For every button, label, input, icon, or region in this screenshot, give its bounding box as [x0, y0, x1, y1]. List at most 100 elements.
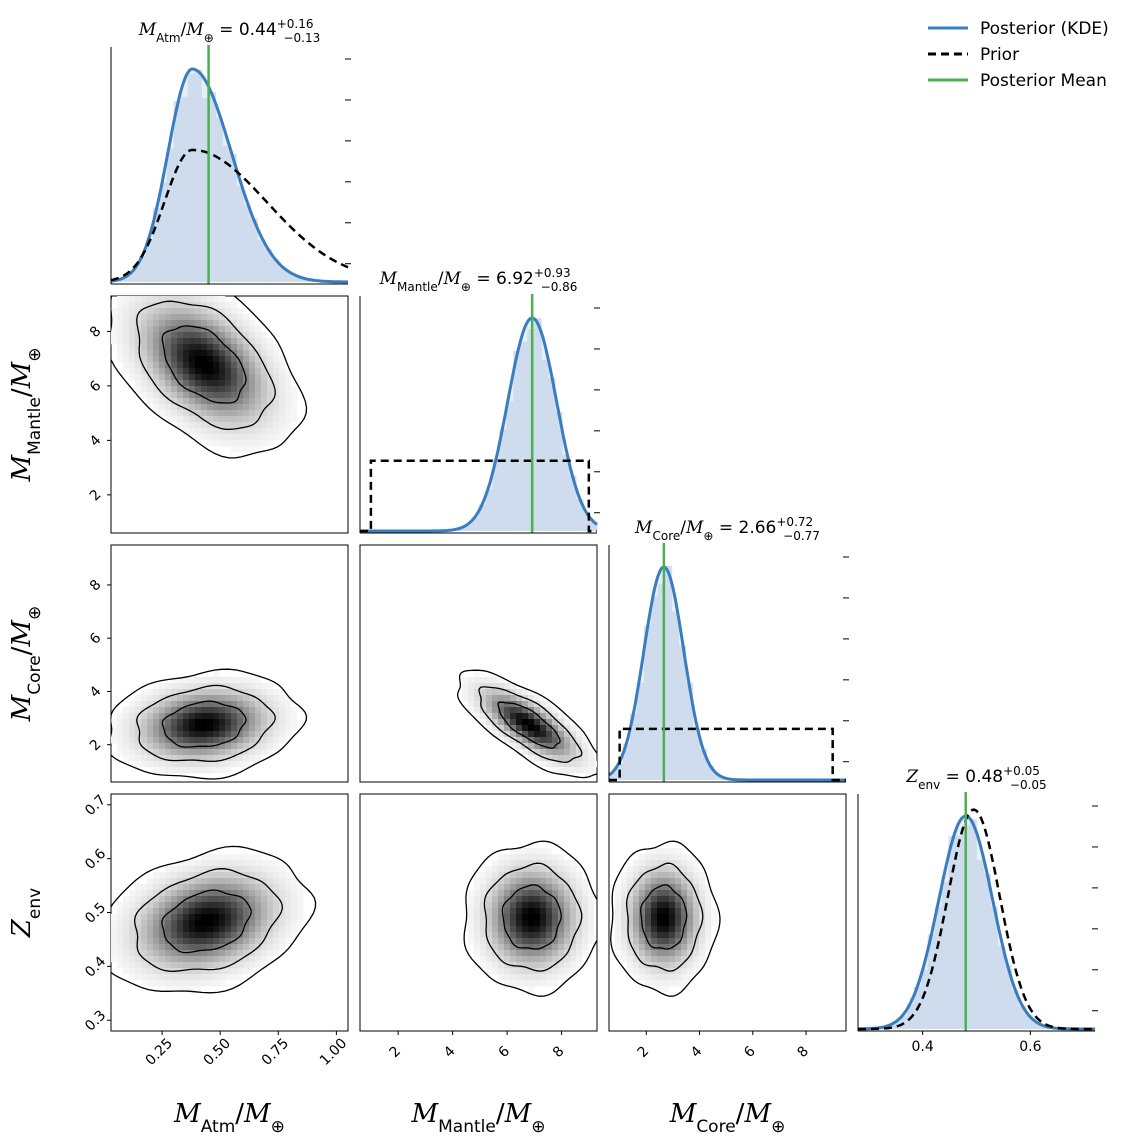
density-cell	[243, 878, 250, 885]
histogram-bar	[692, 727, 701, 780]
density-cell	[165, 755, 172, 762]
y-tick-label: 6	[87, 630, 105, 648]
density-cell	[207, 926, 214, 933]
density-cell	[153, 767, 160, 774]
density-cell	[147, 968, 154, 975]
density-cell	[510, 950, 517, 957]
density-cell	[165, 344, 172, 351]
density-cell	[267, 713, 274, 720]
density-cell	[492, 695, 499, 702]
density-cell	[165, 986, 172, 993]
density-cell	[534, 719, 541, 726]
histogram-bar	[285, 271, 293, 282]
density-cell	[213, 854, 220, 861]
density-cell	[189, 890, 196, 897]
density-cell	[135, 914, 142, 921]
density-cell	[492, 878, 499, 885]
density-cell	[279, 731, 286, 738]
density-cell	[267, 434, 274, 441]
density-cell	[687, 908, 694, 915]
density-cell	[645, 932, 652, 939]
density-cell	[267, 866, 274, 873]
density-cell	[285, 392, 292, 399]
density-cell	[261, 356, 268, 363]
density-cell	[261, 695, 268, 702]
density-cell	[255, 902, 262, 909]
density-cell	[225, 368, 232, 375]
density-cell	[201, 902, 208, 909]
density-cell	[675, 920, 682, 927]
density-cell	[201, 713, 208, 720]
density-cell	[657, 980, 664, 987]
density-cell	[711, 908, 718, 915]
density-cell	[153, 749, 160, 756]
density-cell	[243, 410, 250, 417]
density-cell	[219, 368, 226, 375]
density-cell	[201, 380, 208, 387]
density-cell	[249, 332, 256, 339]
density-cell	[651, 938, 658, 945]
density-cell	[231, 914, 238, 921]
density-cell	[267, 920, 274, 927]
density-cell	[681, 866, 688, 873]
density-cell	[468, 896, 475, 903]
density-cell	[159, 956, 166, 963]
density-cell	[249, 725, 256, 732]
density-cell	[498, 695, 505, 702]
contour-line	[610, 840, 721, 997]
density-cell	[219, 689, 226, 696]
density-cell	[693, 926, 700, 933]
density-cell	[225, 320, 232, 327]
density-cell	[486, 914, 493, 921]
density-cell	[558, 860, 565, 867]
density-cell	[657, 986, 664, 993]
density-cell	[213, 695, 220, 702]
density-cell	[207, 872, 214, 879]
x-tick-label: 8	[550, 1043, 568, 1061]
density-cell	[498, 866, 505, 873]
density-cell	[474, 884, 481, 891]
density-cell	[498, 920, 505, 927]
density-cell	[207, 356, 214, 363]
density-cell	[504, 932, 511, 939]
density-cell	[492, 713, 499, 720]
density-cell	[135, 356, 142, 363]
density-cell	[201, 368, 208, 375]
density-cell	[147, 962, 154, 969]
density-cell	[225, 302, 232, 309]
density-image	[456, 669, 597, 779]
density-cell	[291, 719, 298, 726]
density-cell	[528, 695, 535, 702]
density-cell	[588, 896, 595, 903]
histogram-bar	[194, 69, 203, 283]
density-cell	[213, 902, 220, 909]
density-cell	[195, 695, 202, 702]
density-cell	[207, 749, 214, 756]
density-cell	[273, 731, 280, 738]
density-cell	[474, 902, 481, 909]
density-cell	[207, 326, 214, 333]
histogram-bar	[173, 101, 182, 282]
density-cell	[183, 362, 190, 369]
density-cell	[510, 683, 517, 690]
density-cell	[183, 422, 190, 429]
density-cell	[123, 332, 130, 339]
density-cell	[267, 938, 274, 945]
density-cell	[159, 761, 166, 768]
density-cell	[183, 755, 190, 762]
x-tick-label: 0.25	[143, 1035, 176, 1068]
density-cell	[141, 731, 148, 738]
density-cell	[522, 707, 529, 714]
density-cell	[183, 860, 190, 867]
density-cell	[207, 737, 214, 744]
density-cell	[504, 962, 511, 969]
density-cell	[135, 314, 142, 321]
density-cell	[480, 926, 487, 933]
density-cell	[201, 890, 208, 897]
density-cell	[201, 428, 208, 435]
density-cell	[183, 962, 190, 969]
density-cell	[582, 944, 589, 951]
density-cell	[627, 950, 634, 957]
histogram-bar	[299, 278, 307, 282]
density-cell	[171, 308, 178, 315]
